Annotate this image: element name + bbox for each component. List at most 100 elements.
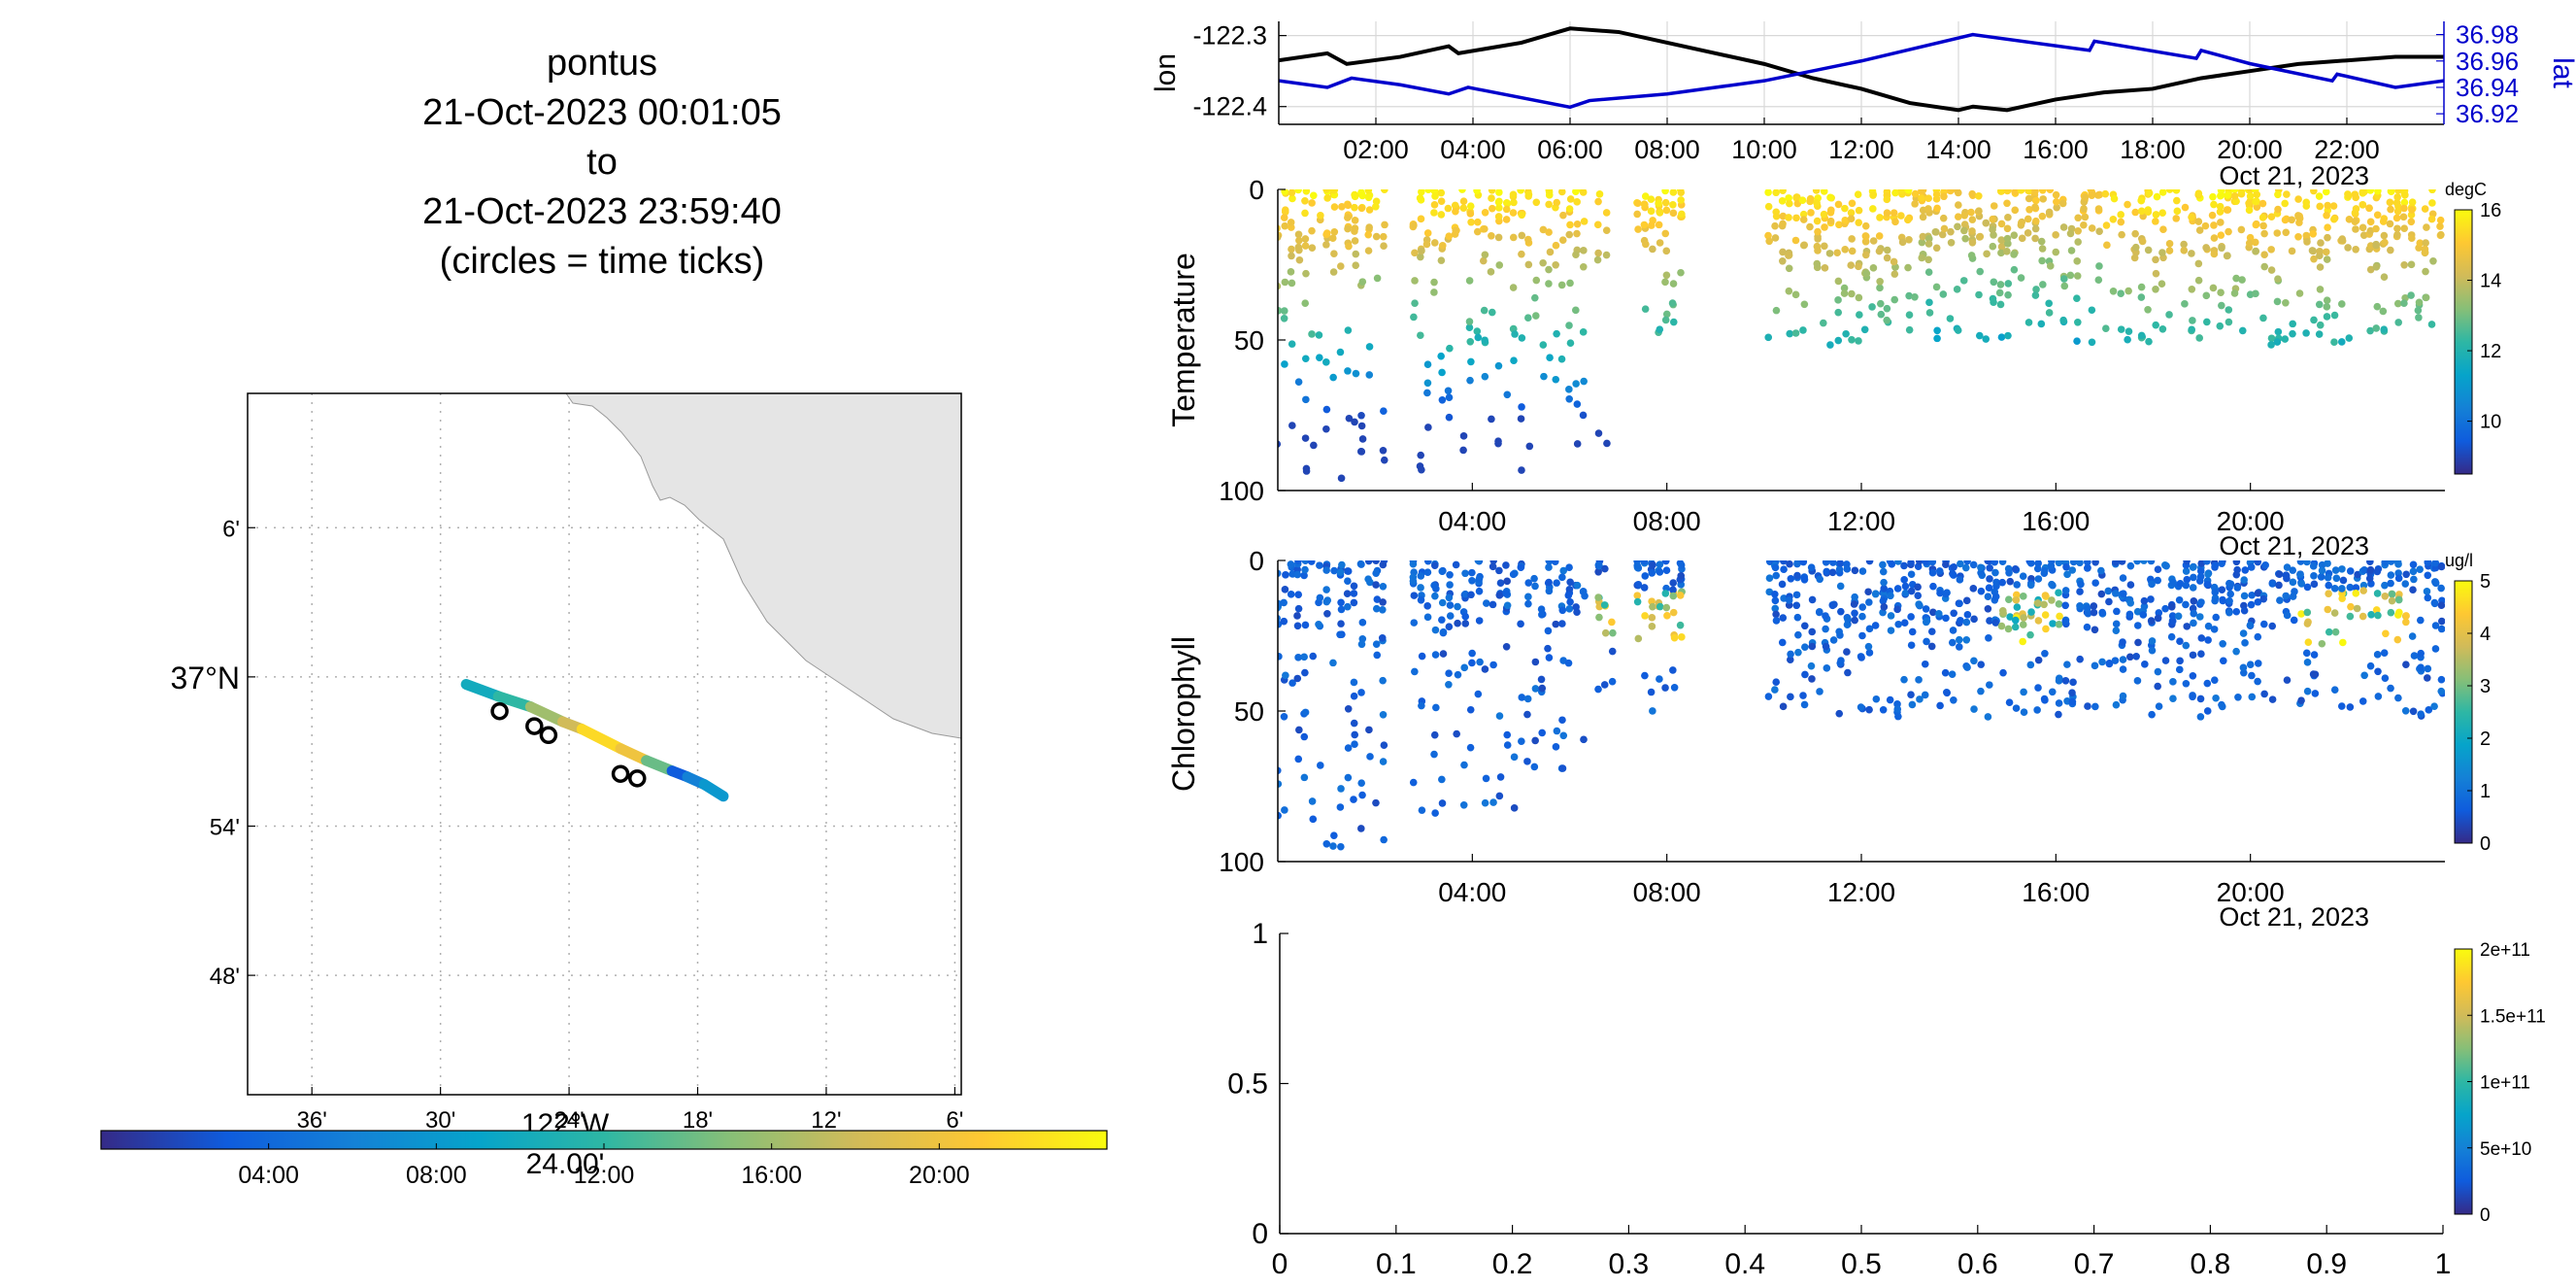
data-point <box>2188 250 2195 257</box>
data-point <box>1531 582 1539 591</box>
data-point <box>1330 831 1338 839</box>
data-point <box>2373 567 2382 576</box>
data-point <box>2133 607 2142 616</box>
data-point <box>1800 300 1809 309</box>
data-point <box>1886 695 1894 704</box>
lat-series-line <box>1279 32 2444 110</box>
data-point <box>1474 560 1483 564</box>
data-point <box>1661 590 1670 597</box>
data-point <box>1865 598 1873 606</box>
map-lon-tick-label: 24' <box>553 1107 584 1134</box>
data-point <box>1959 277 1968 285</box>
data-point <box>1278 614 1281 623</box>
data-point <box>1488 204 1496 213</box>
data-point <box>1430 209 1438 217</box>
data-point <box>2331 627 2340 636</box>
data-point <box>1634 580 1643 589</box>
data-point <box>1879 596 1888 605</box>
data-point <box>2126 581 2135 589</box>
data-point <box>2165 240 2174 248</box>
data-point <box>1807 563 1816 571</box>
data-point <box>1557 355 1566 363</box>
data-point <box>1828 568 1837 577</box>
data-point <box>1294 378 1303 386</box>
data-point <box>1668 299 1677 307</box>
data-point <box>2365 204 2373 213</box>
data-point <box>2012 595 2021 604</box>
lat-tick-label: 36.96 <box>2456 47 2519 76</box>
data-point <box>1281 278 1289 287</box>
data-point <box>2039 195 2047 203</box>
data-point <box>2091 560 2099 566</box>
data-point <box>2217 191 2225 200</box>
data-point <box>2137 196 2146 205</box>
data-point <box>1509 233 1518 242</box>
data-point <box>2152 211 2160 219</box>
data-point <box>2038 245 2047 253</box>
data-point <box>2190 573 2197 582</box>
data-point <box>1281 221 1289 230</box>
data-point <box>1975 331 1984 340</box>
data-point <box>1524 593 1532 601</box>
data-point <box>1647 195 1656 203</box>
data-point <box>1967 208 1975 217</box>
data-point <box>1468 649 1476 658</box>
data-point <box>2194 259 2203 268</box>
data-point <box>1997 622 2006 630</box>
track-segment <box>576 724 626 755</box>
data-point <box>2399 213 2408 221</box>
data-point <box>1466 337 1475 346</box>
data-point <box>1510 198 1518 207</box>
data-point <box>1475 575 1484 583</box>
data-point <box>2188 285 2196 293</box>
data-point <box>2394 574 2403 583</box>
data-point <box>2408 234 2416 242</box>
data-point <box>2168 612 2177 620</box>
data-point <box>2033 706 2041 714</box>
data-point <box>1787 693 1794 701</box>
data-point <box>1922 605 1930 613</box>
data-point <box>1357 422 1366 430</box>
data-point <box>1565 563 1573 572</box>
data-point <box>2290 616 2298 625</box>
data-point <box>1977 687 1985 695</box>
time-colorbar-tick-label: 20:00 <box>909 1162 970 1189</box>
data-point <box>1418 806 1426 814</box>
data-point <box>2337 702 2346 710</box>
data-point <box>1351 192 1359 201</box>
data-point <box>1411 299 1419 307</box>
data-point <box>1461 620 1470 627</box>
data-point <box>1509 570 1518 579</box>
data-point <box>1373 274 1382 283</box>
data-point <box>2372 240 2380 249</box>
data-point <box>1523 695 1532 703</box>
data-point <box>2245 239 2254 248</box>
data-point <box>1553 579 1560 587</box>
data-point <box>1983 250 1991 258</box>
data-point <box>1801 670 1809 679</box>
data-point <box>2203 580 2212 589</box>
data-point <box>2259 594 2268 603</box>
data-point <box>2055 560 2063 567</box>
data-point <box>1518 694 1526 701</box>
data-point <box>2232 560 2241 566</box>
data-point <box>1310 191 1318 200</box>
data-point <box>1468 568 1476 577</box>
data-point <box>2152 218 2159 225</box>
data-point <box>1379 676 1387 685</box>
colorbar-tick-label: 10 <box>2480 412 2501 433</box>
data-point <box>1316 561 1323 569</box>
data-point <box>2024 194 2033 203</box>
data-point <box>2324 573 2332 582</box>
data-point <box>1379 582 1388 591</box>
data-point <box>2026 661 2035 669</box>
data-point <box>2190 597 2198 605</box>
data-point <box>1826 341 1834 349</box>
data-point <box>1661 278 1669 287</box>
data-point <box>2174 612 2183 621</box>
data-point <box>1372 560 1380 565</box>
data-point <box>1669 209 1678 218</box>
data-point <box>2216 202 2225 211</box>
data-point <box>1989 215 1997 223</box>
data-point <box>2095 190 2104 199</box>
